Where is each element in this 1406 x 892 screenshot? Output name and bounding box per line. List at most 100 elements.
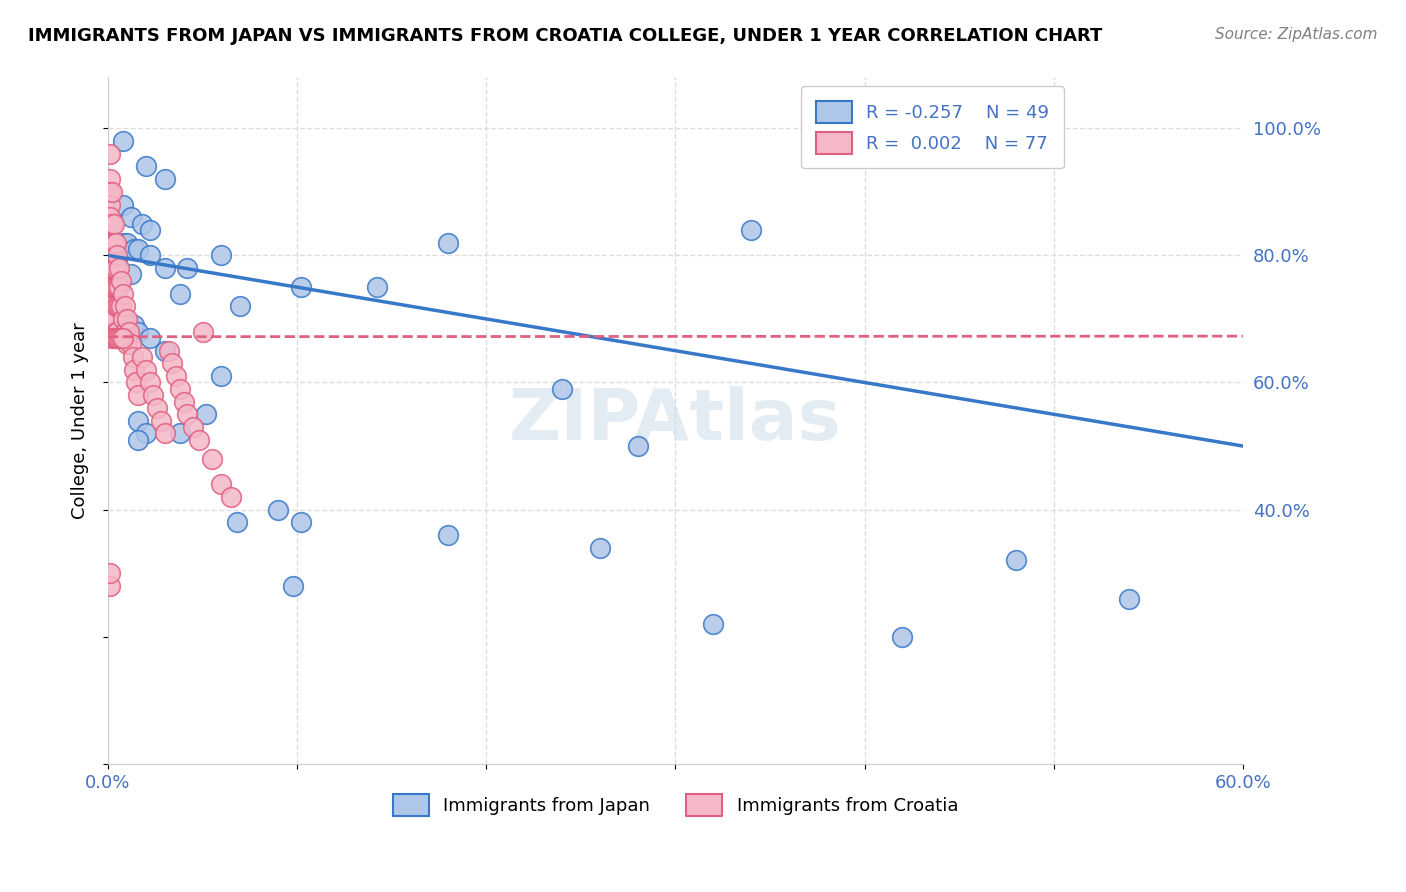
Point	[124, 318, 146, 333]
Point	[100, 248, 122, 262]
Point	[1118, 591, 1140, 606]
Point	[225, 516, 247, 530]
Point	[169, 426, 191, 441]
Point	[267, 502, 290, 516]
Point	[100, 185, 122, 199]
Point	[115, 318, 138, 333]
Point	[121, 350, 143, 364]
Point	[114, 299, 136, 313]
Point	[112, 197, 135, 211]
Point	[108, 261, 131, 276]
Point	[290, 516, 312, 530]
Point	[107, 254, 129, 268]
Point	[108, 280, 131, 294]
Point	[135, 363, 157, 377]
Point	[1005, 140, 1028, 154]
Point	[98, 299, 121, 313]
Point	[112, 331, 135, 345]
Point	[98, 248, 121, 262]
Text: IMMIGRANTS FROM JAPAN VS IMMIGRANTS FROM CROATIA COLLEGE, UNDER 1 YEAR CORRELATI: IMMIGRANTS FROM JAPAN VS IMMIGRANTS FROM…	[28, 27, 1102, 45]
Point	[162, 356, 184, 370]
Legend: Immigrants from Japan, Immigrants from Croatia: Immigrants from Japan, Immigrants from C…	[385, 787, 966, 823]
Text: Source: ZipAtlas.com: Source: ZipAtlas.com	[1215, 27, 1378, 42]
Point	[115, 235, 138, 250]
Point	[103, 217, 125, 231]
Point	[153, 343, 176, 358]
Point	[740, 223, 762, 237]
Point	[100, 299, 122, 313]
Point	[100, 312, 122, 326]
Point	[127, 414, 149, 428]
Point	[290, 280, 312, 294]
Point	[98, 172, 121, 186]
Point	[104, 325, 127, 339]
Point	[103, 312, 125, 326]
Point	[103, 280, 125, 294]
Point	[115, 337, 138, 351]
Point	[98, 261, 121, 276]
Point	[114, 325, 136, 339]
Point	[98, 235, 121, 250]
Point	[100, 325, 122, 339]
Point	[104, 235, 127, 250]
Point	[124, 242, 146, 256]
Point	[437, 528, 460, 542]
Y-axis label: College, Under 1 year: College, Under 1 year	[72, 322, 89, 519]
Point	[103, 331, 125, 345]
Point	[149, 414, 172, 428]
Point	[120, 268, 142, 282]
Point	[191, 325, 214, 339]
Point	[165, 369, 187, 384]
Point	[98, 185, 121, 199]
Point	[107, 299, 129, 313]
Point	[125, 376, 148, 390]
Point	[104, 299, 127, 313]
Point	[146, 401, 169, 415]
Point	[107, 331, 129, 345]
Point	[138, 331, 160, 345]
Point	[589, 541, 612, 555]
Point	[127, 388, 149, 402]
Point	[107, 248, 129, 262]
Point	[173, 394, 195, 409]
Point	[176, 261, 198, 276]
Point	[112, 312, 135, 326]
Point	[142, 388, 165, 402]
Point	[153, 426, 176, 441]
Point	[891, 630, 914, 644]
Text: ZIPAtlas: ZIPAtlas	[509, 386, 842, 455]
Point	[176, 407, 198, 421]
Point	[98, 566, 121, 581]
Point	[100, 280, 122, 294]
Point	[229, 299, 252, 313]
Point	[169, 286, 191, 301]
Point	[124, 363, 146, 377]
Point	[169, 382, 191, 396]
Point	[201, 451, 224, 466]
Point	[104, 261, 127, 276]
Point	[127, 433, 149, 447]
Point	[108, 331, 131, 345]
Point	[104, 331, 127, 345]
Point	[112, 134, 135, 148]
Point	[107, 325, 129, 339]
Point	[98, 579, 121, 593]
Point	[195, 407, 218, 421]
Point	[107, 299, 129, 313]
Point	[115, 312, 138, 326]
Point	[103, 235, 125, 250]
Point	[98, 280, 121, 294]
Point	[98, 211, 121, 225]
Point	[131, 350, 153, 364]
Point	[118, 325, 141, 339]
Point	[211, 477, 233, 491]
Point	[110, 331, 132, 345]
Point	[98, 197, 121, 211]
Point	[219, 490, 242, 504]
Point	[120, 211, 142, 225]
Point	[127, 325, 149, 339]
Point	[112, 235, 135, 250]
Point	[135, 160, 157, 174]
Point	[138, 376, 160, 390]
Point	[100, 235, 122, 250]
